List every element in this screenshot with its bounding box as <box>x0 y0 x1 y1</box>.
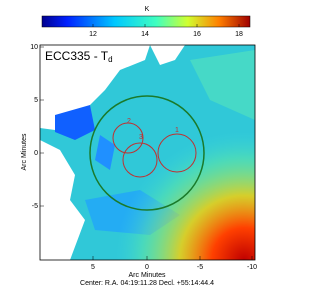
large-circle <box>89 95 205 211</box>
panel-frame <box>39 44 256 261</box>
colorbar-label: K <box>145 6 150 13</box>
colorbar-tick-label: 14 <box>141 31 149 38</box>
x-tick-label: 0 <box>145 264 149 271</box>
y-tick-label: 5 <box>34 97 38 104</box>
colorbar-tick-label: 16 <box>193 31 201 38</box>
region-label: 3 <box>139 134 143 141</box>
y-tick-label: -5 <box>32 203 38 210</box>
map-title: ECC335 - Td <box>45 49 113 64</box>
y-axis-label: Arc Minutes <box>21 133 28 170</box>
region-circle <box>157 133 197 173</box>
region-circle <box>112 122 144 154</box>
colorbar <box>41 15 251 28</box>
x-tick-label: -5 <box>197 264 203 271</box>
x-tick-label: 5 <box>91 264 95 271</box>
colorbar-tick-label: 18 <box>235 31 243 38</box>
region-circle <box>122 142 158 178</box>
y-tick-label: 10 <box>30 44 38 51</box>
region-label: 1 <box>175 127 179 134</box>
footer: Center: R.A. 04:19:11.28 Decl. +55:14:44… <box>80 280 214 287</box>
map-figure: K ECC335 - Td 1 2 3 Arc Minutes Arc Minu… <box>21 6 257 287</box>
y-tick-label: 0 <box>34 150 38 157</box>
x-axis-label: Arc Minutes <box>129 272 166 279</box>
map <box>40 45 255 260</box>
colorbar-tick-label: 12 <box>89 31 97 38</box>
x-tick-label: -10 <box>247 264 257 271</box>
region-label: 2 <box>127 118 131 125</box>
